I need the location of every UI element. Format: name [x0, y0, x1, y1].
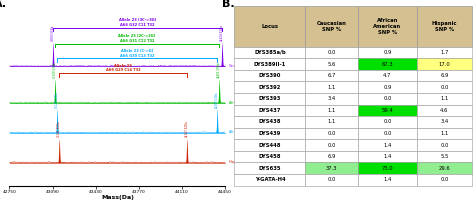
- Text: 43093.55Da: 43093.55Da: [51, 25, 55, 41]
- Text: Allele 23 (2C->2G)
A66 G31 C12 T32: Allele 23 (2C->2G) A66 G31 C12 T32: [118, 34, 156, 43]
- Text: Allele 23
A66 G29 C14 T32: Allele 23 A66 G29 C14 T32: [106, 63, 140, 72]
- Text: 43141.85Da: 43141.85Da: [57, 121, 61, 137]
- X-axis label: Mass(Da): Mass(Da): [101, 195, 134, 200]
- Text: 43109.53Da: 43109.53Da: [53, 61, 57, 78]
- Text: 44401.59Da: 44401.59Da: [217, 61, 221, 78]
- Text: Caucasian: Caucasian: [229, 64, 246, 68]
- Text: A.: A.: [0, 0, 8, 9]
- Text: Allele 23 (C->G)
A66 G30 C13 T32: Allele 23 (C->G) A66 G30 C13 T32: [120, 49, 155, 58]
- Text: Hispanic: Hispanic: [229, 160, 244, 164]
- Text: 44424.91Da: 44424.91Da: [220, 24, 224, 41]
- Text: 43125.52Da: 43125.52Da: [55, 91, 59, 108]
- Text: African Ameri: African Ameri: [229, 101, 252, 104]
- Text: African Americ: African Americ: [229, 130, 254, 134]
- Text: 44385.53Da: 44385.53Da: [215, 91, 219, 108]
- Text: Allele 23 (3C->3G)
A66 G32 C11 T32: Allele 23 (3C->3G) A66 G32 C11 T32: [119, 18, 156, 27]
- Text: 44147.82Da: 44147.82Da: [185, 121, 189, 137]
- Text: B.: B.: [222, 0, 235, 9]
